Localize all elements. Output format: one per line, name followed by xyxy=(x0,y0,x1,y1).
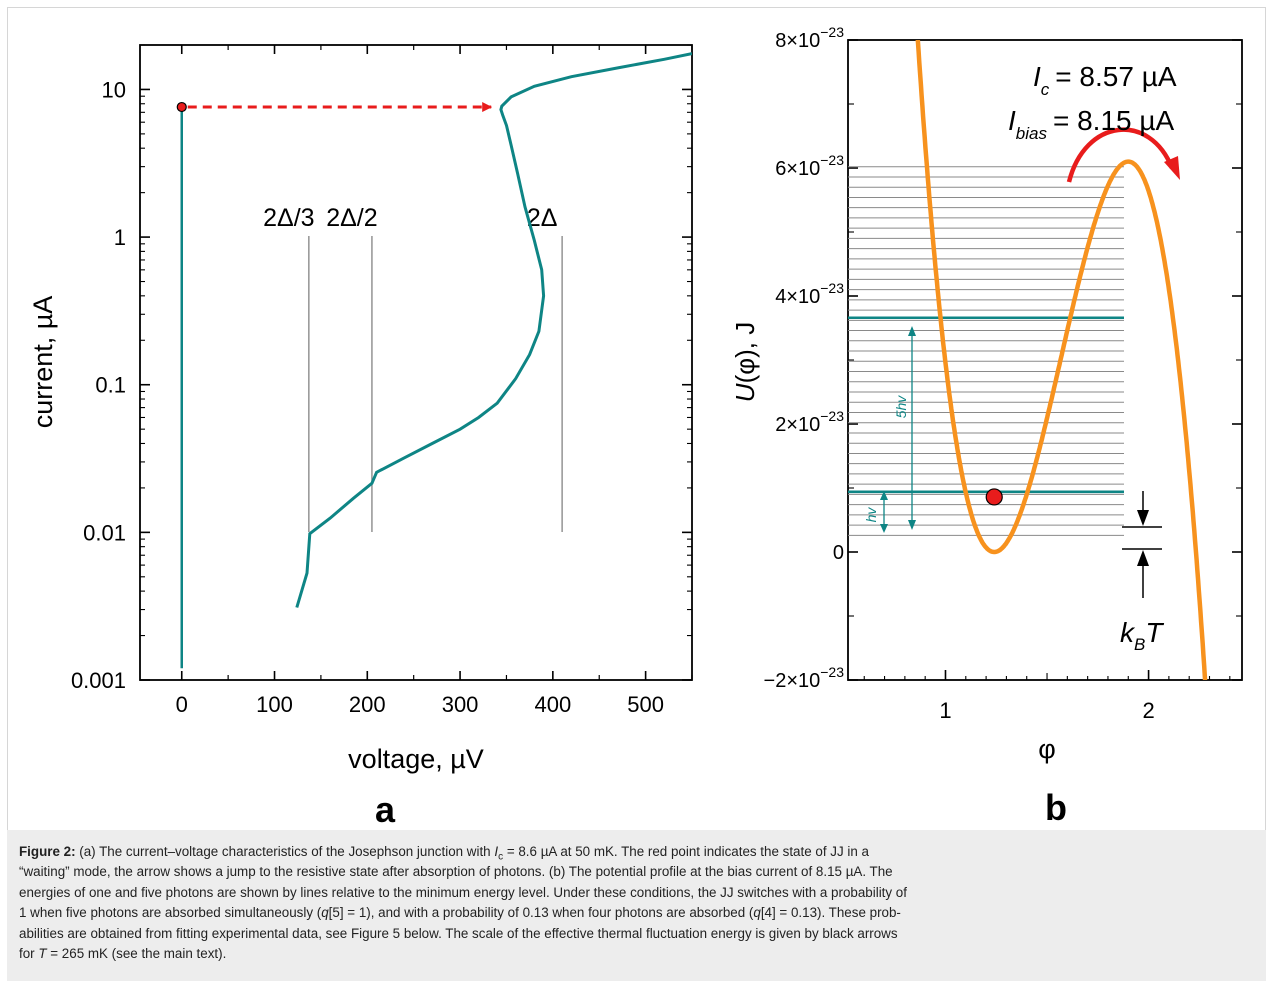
panel-a-ticks: 0 100 200 300 400 500 0.001 0.01 0.1 1 10 xyxy=(71,44,693,717)
caption-text: Figure 2: xyxy=(19,844,76,859)
caption-text: 1 when five photons are absorbed simulta… xyxy=(19,905,322,921)
x-tick-label-5: 500 xyxy=(627,692,664,717)
y-tick-label-1: 0.01 xyxy=(83,520,126,545)
kbt-label: kBT xyxy=(1120,617,1164,654)
caption-line: 1 when five photons are absorbed simulta… xyxy=(19,903,1254,923)
caption-text: = 265 mK (see the main text). xyxy=(46,946,227,962)
b-y-tick-label-2: 2×10−23 xyxy=(775,408,844,436)
caption-text: T xyxy=(38,946,47,962)
ref-line-label-0: 2Δ/3 xyxy=(263,204,314,232)
b-x-tick-label-0: 1 xyxy=(939,698,951,723)
caption-text: c xyxy=(498,851,504,863)
five-hv-label: 5hv xyxy=(893,395,909,419)
kbt-scale xyxy=(1122,491,1162,598)
y-tick-label-4: 10 xyxy=(102,77,126,102)
caption-text: abilities are obtained from fitting expe… xyxy=(19,925,898,941)
y-tick-label-3: 1 xyxy=(114,225,126,250)
figure-caption: Figure 2: (a) The current–voltage charac… xyxy=(7,830,1266,981)
escape-arrow xyxy=(1066,127,1175,183)
caption-line: Figure 2: (a) The current–voltage charac… xyxy=(19,842,1254,862)
caption-text: [4] = 0.13). These prob- xyxy=(760,905,901,921)
b-y-tick-label-0: −2×10−23 xyxy=(764,664,845,692)
ic-annotation: Ic = 8.57 µA xyxy=(1033,61,1177,99)
b-x-tick-label-1: 2 xyxy=(1142,698,1154,723)
caption-text: “waiting” mode, the arrow shows a jump t… xyxy=(19,864,893,880)
x-tick-label-4: 400 xyxy=(534,692,571,717)
caption-line: “waiting” mode, the arrow shows a jump t… xyxy=(19,862,1254,882)
caption-text: q xyxy=(753,905,761,921)
caption-text: I xyxy=(494,844,499,859)
x-tick-label-3: 300 xyxy=(442,692,479,717)
panel-b-label: b xyxy=(1045,787,1067,828)
panel-b-ticks: 1 2 −2×10−23 0 2×10−23 4×10−23 6×10−23 8×10−23 xyxy=(764,24,1242,723)
potential-curve xyxy=(915,40,1208,680)
caption-text: q xyxy=(321,905,329,921)
y-tick-label-2: 0.1 xyxy=(95,373,126,398)
panel-b: 1 2−2×10−2302×10−234×10−236×10−238×10−23 … xyxy=(730,24,1243,828)
caption-text: (a) The current–voltage characteristics … xyxy=(75,844,495,859)
waiting-state-point xyxy=(176,101,187,113)
ibias-annotation: Ibias = 8.15 µA xyxy=(1008,105,1175,143)
caption-text: = 8.6 µA at 50 mK. The red point indicat… xyxy=(503,844,869,859)
caption-line: abilities are obtained from fitting expe… xyxy=(19,924,1254,944)
caption-text: [5] = 1), and with a probability of 0.13… xyxy=(328,905,754,921)
caption-line: for T = 265 mK (see the main text). xyxy=(19,944,1254,964)
escape-arrowhead xyxy=(1164,156,1180,180)
panel-a-frame xyxy=(139,44,693,681)
energy-levels xyxy=(848,166,1124,536)
b-y-tick-label-4: 6×10−23 xyxy=(775,152,844,180)
panel-a: 0 100 200 300 400 500 0.001 0.01 0.1 1 10 2Δ/3 2Δ/2… xyxy=(28,44,693,830)
caption-text: for xyxy=(19,946,39,962)
panel-a-label: a xyxy=(375,789,396,830)
hv-label: hv xyxy=(863,507,879,523)
photon-energy-arrows xyxy=(880,326,916,533)
caption-text: energies of one and five photons are sho… xyxy=(19,884,907,900)
panel-a-reference-lines: 2Δ/3 2Δ/2 2Δ xyxy=(263,204,563,532)
panel-b-ylabel: U(φ), J xyxy=(730,322,760,402)
panel-a-ylabel: current, µA xyxy=(28,296,58,429)
x-tick-label-0: 0 xyxy=(176,692,188,717)
x-tick-label-2: 200 xyxy=(349,692,386,717)
x-tick-label-1: 100 xyxy=(256,692,293,717)
iv-curve xyxy=(295,52,692,608)
ref-line-label-1: 2Δ/2 xyxy=(326,204,377,232)
panel-a-xlabel: voltage, µV xyxy=(348,744,484,774)
caption-line: energies of one and five photons are sho… xyxy=(19,883,1254,903)
panel-b-xlabel: φ xyxy=(1038,734,1056,764)
b-y-tick-label-3: 4×10−23 xyxy=(775,280,844,308)
y-tick-label-0: 0.001 xyxy=(71,668,126,693)
b-y-tick-label-1: 0 xyxy=(833,542,844,564)
b-y-tick-label-5: 8×10−23 xyxy=(775,24,844,52)
state-point xyxy=(985,488,1003,506)
